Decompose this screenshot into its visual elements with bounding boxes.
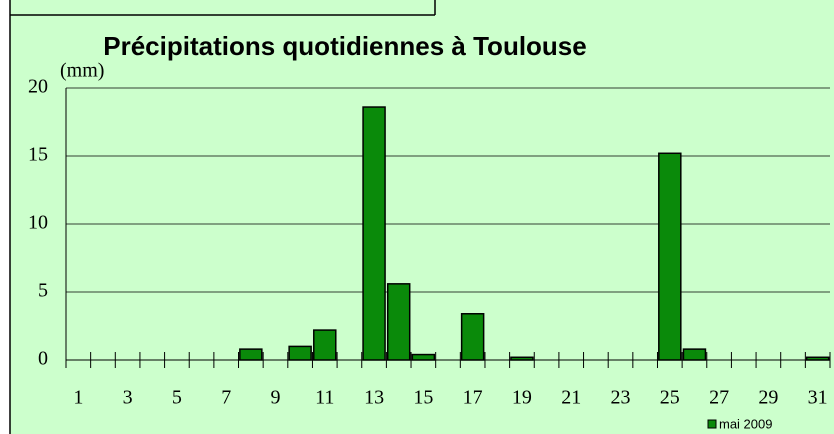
legend-label: mai 2009 (719, 416, 772, 431)
x-tick-label: 15 (413, 387, 433, 409)
legend-swatch (707, 419, 717, 429)
x-tick-label: 23 (611, 387, 631, 409)
x-tick-label: 31 (808, 387, 828, 409)
bar (288, 345, 312, 361)
x-tick-label: 17 (463, 387, 483, 409)
chart-title: Précipitations quotidiennes à Toulouse (103, 31, 586, 61)
y-tick-label: 5 (38, 280, 48, 302)
bar (386, 283, 411, 361)
x-tick-label: 25 (660, 387, 680, 409)
bar (460, 313, 485, 361)
x-tick-label: 11 (315, 387, 334, 409)
x-tick-label: 29 (758, 387, 778, 409)
y-tick-label: 0 (38, 348, 48, 370)
bar (658, 152, 682, 361)
bar (239, 348, 263, 361)
x-tick-label: 27 (709, 387, 729, 409)
bar (362, 106, 386, 361)
x-tick-label: 7 (221, 387, 231, 409)
x-tick-label: 9 (270, 387, 280, 409)
bar (682, 348, 707, 361)
x-tick-label: 13 (364, 387, 384, 409)
y-tick-label: 20 (28, 76, 48, 98)
y-axis-label: (mm) (60, 60, 104, 82)
bar (411, 353, 436, 361)
x-tick-label: 5 (172, 387, 182, 409)
x-tick-label: 19 (512, 387, 532, 409)
chart-background (10, 0, 834, 434)
x-tick-label: 1 (73, 387, 83, 409)
x-tick-label: 3 (123, 387, 133, 409)
y-tick-label: 10 (28, 212, 48, 234)
bar (313, 329, 337, 361)
y-tick-label: 15 (28, 144, 48, 166)
x-tick-label: 21 (561, 387, 581, 409)
